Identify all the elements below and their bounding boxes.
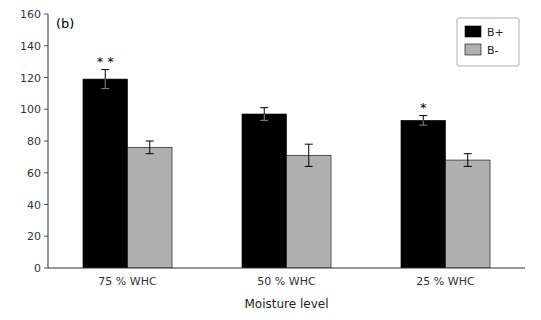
x-axis [48, 268, 525, 269]
error-cap [101, 69, 109, 70]
error-cap [419, 115, 427, 116]
y-tick-label: 40 [27, 199, 41, 212]
bar [446, 160, 491, 268]
y-tick-label: 100 [20, 103, 41, 116]
legend-label: B+ [487, 26, 504, 39]
legend-label: B- [487, 44, 499, 57]
error-line-inner [423, 120, 424, 125]
y-tick-label: 0 [34, 262, 41, 275]
bar [83, 79, 128, 268]
error-cap [419, 125, 427, 126]
bars [83, 70, 490, 268]
panel-label: (b) [56, 16, 74, 31]
y-tick [44, 204, 48, 205]
error-line [105, 70, 106, 89]
significance: * * [97, 54, 115, 69]
error-line-inner [264, 114, 265, 120]
error-cap [260, 107, 268, 108]
y-tick-label: 60 [27, 167, 41, 180]
y-tick [44, 268, 48, 269]
y-tick [44, 172, 48, 173]
legend-swatch [465, 26, 481, 37]
y-tick-label: 140 [20, 40, 41, 53]
significance: * [420, 100, 427, 115]
error-line [149, 141, 150, 154]
x-tick-label: 25 % WHC [416, 275, 475, 288]
legend: B+ B- [457, 18, 519, 66]
y-tick [44, 236, 48, 237]
error-bar [101, 70, 109, 89]
y-axis [48, 14, 49, 268]
y-tick-label: 160 [20, 8, 41, 21]
error-cap [305, 166, 313, 167]
error-cap [101, 88, 109, 89]
error-line [467, 154, 468, 167]
chart: 0 20 40 60 80 100 120 140 160 * * * 75 % WHC 50 % WH… [0, 0, 541, 320]
error-bar [305, 144, 313, 166]
legend-frame [457, 18, 519, 66]
y-tick-label: 20 [27, 230, 41, 243]
bar [128, 147, 173, 268]
error-cap [146, 153, 154, 154]
y-tick [44, 141, 48, 142]
error-bar [464, 154, 472, 167]
x-tick-label: 75 % WHC [98, 275, 157, 288]
y-tick [44, 14, 48, 15]
error-line-inner [105, 79, 106, 89]
error-cap [260, 120, 268, 121]
error-bar [419, 116, 427, 126]
error-cap [305, 144, 313, 145]
y-tick [44, 45, 48, 46]
error-cap [464, 166, 472, 167]
bar [401, 120, 446, 268]
y-tick-label: 80 [27, 135, 41, 148]
x-tick-label: 50 % WHC [257, 275, 316, 288]
error-line [308, 144, 309, 166]
x-axis-label: Moisture level [245, 297, 329, 311]
y-tick [44, 109, 48, 110]
bar [242, 114, 287, 268]
error-cap [146, 141, 154, 142]
error-bar [260, 108, 268, 121]
error-cap [464, 153, 472, 154]
error-line [423, 116, 424, 126]
error-line [264, 108, 265, 121]
bar [287, 155, 332, 268]
y-tick [44, 77, 48, 78]
legend-swatch [465, 44, 481, 55]
y-tick-label: 120 [20, 72, 41, 85]
error-bar [146, 141, 154, 154]
